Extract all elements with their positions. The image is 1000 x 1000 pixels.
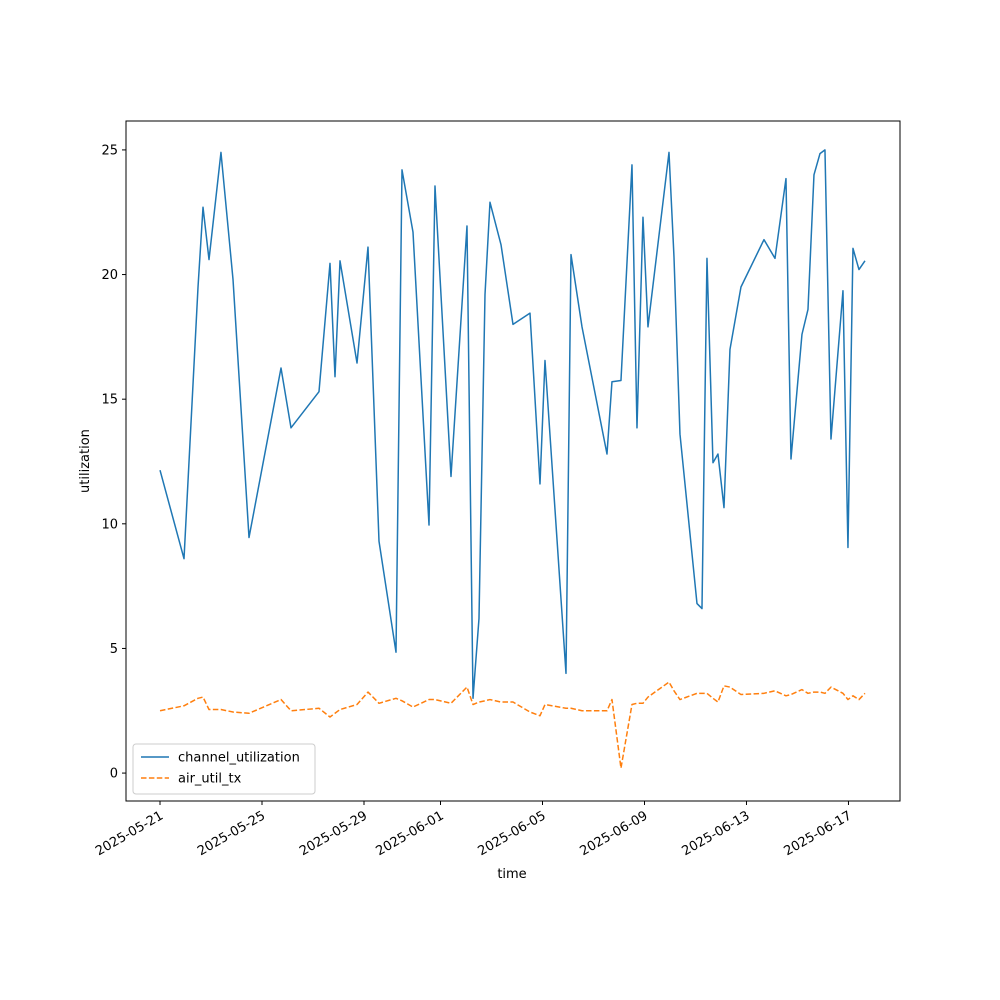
y-tick-label: 15 — [101, 393, 118, 408]
legend-label: channel_utilization — [178, 751, 300, 766]
legend-label: air_util_tx — [178, 772, 242, 787]
axes-frame — [125, 120, 901, 802]
series-line — [159, 149, 866, 700]
x-axis-label: time — [497, 867, 526, 882]
y-tick-label: 25 — [101, 143, 118, 158]
series-line — [159, 681, 866, 769]
legend: channel_utilization air_util_tx — [132, 743, 316, 795]
y-axis-label: utilization — [78, 429, 93, 493]
legend-box — [132, 743, 316, 795]
y-tick-label: 20 — [101, 268, 118, 283]
y-tick-label: 0 — [110, 767, 118, 782]
y-tick-label: 10 — [101, 517, 118, 532]
y-tick-label: 5 — [110, 642, 118, 657]
